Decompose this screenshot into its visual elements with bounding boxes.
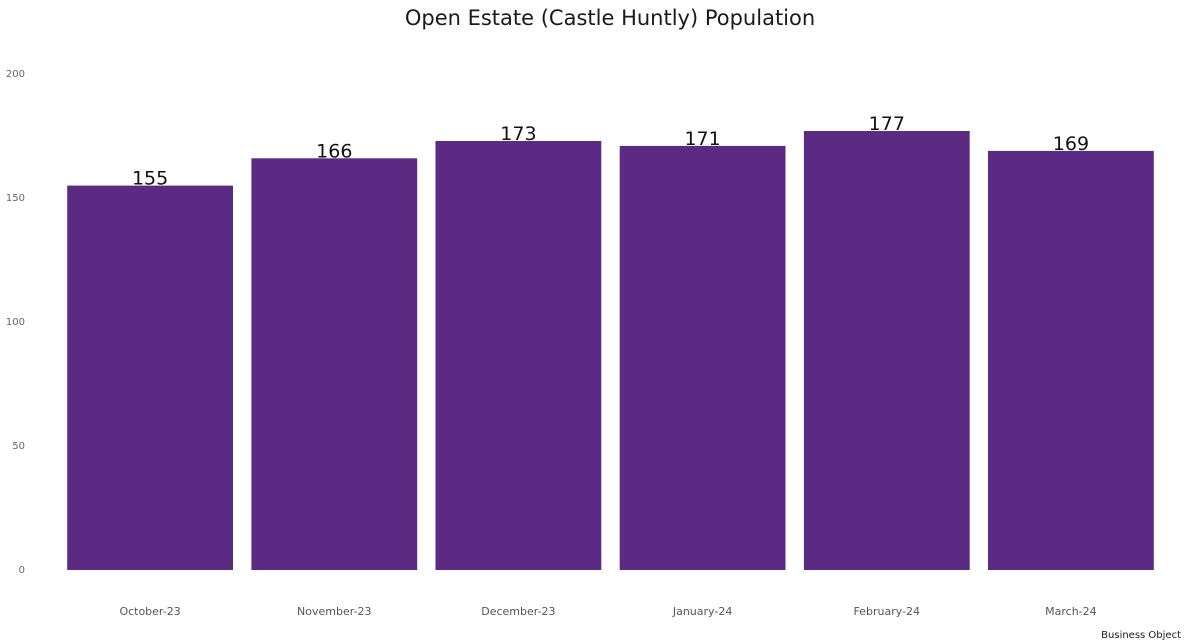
y-tick-label: 100 [6, 317, 25, 328]
data-label: 155 [132, 168, 168, 190]
bar-february-24 [803, 131, 970, 570]
data-label: 171 [684, 128, 720, 150]
bar-october-23 [67, 185, 233, 570]
bar-november-23 [251, 158, 418, 571]
y-tick-label: 50 [12, 441, 25, 452]
x-tick-label: January-24 [672, 605, 732, 618]
data-label: 166 [316, 140, 352, 162]
bar-march-24 [988, 150, 1154, 570]
y-tick-label: 0 [19, 565, 25, 576]
data-labels: 155 166 173 171 177 169 [132, 113, 1089, 190]
x-tick-label: March-24 [1045, 605, 1097, 618]
bar-january-24 [619, 145, 786, 570]
bars [67, 131, 1154, 571]
x-axis-labels: October-23 November-23 December-23 January-… [119, 605, 1096, 618]
y-tick-label: 150 [6, 193, 25, 204]
y-axis-ticks: 0 50 100 150 200 [6, 69, 25, 576]
x-tick-label: October-23 [119, 605, 180, 618]
data-label: 169 [1053, 133, 1089, 155]
source-note: Business Object [1101, 630, 1181, 641]
bar-december-23 [435, 141, 602, 570]
data-label: 177 [869, 113, 905, 135]
data-label: 173 [500, 123, 536, 145]
chart-title: Open Estate (Castle Huntly) Population [404, 6, 816, 30]
y-tick-label: 200 [6, 69, 25, 80]
x-tick-label: December-23 [481, 605, 555, 618]
x-tick-label: February-24 [854, 605, 921, 618]
x-tick-label: November-23 [297, 605, 372, 618]
